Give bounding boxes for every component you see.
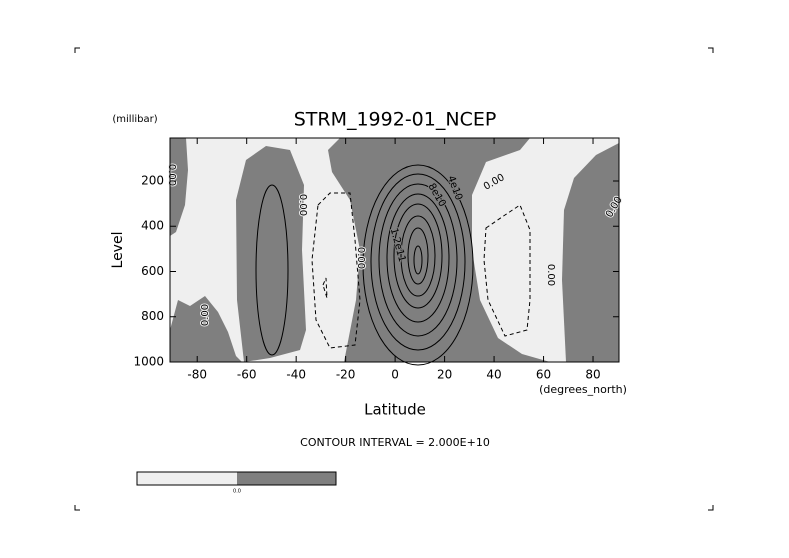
contour-label: 0.00 [545, 264, 556, 286]
y-tick-label: 200 [141, 173, 164, 187]
contour-interval: CONTOUR INTERVAL = 2.000E+10 [300, 436, 490, 449]
x-tick-label: 80 [585, 368, 600, 382]
x-tick-label: 60 [536, 368, 551, 382]
positive-region [562, 143, 619, 362]
y-tick-label: 400 [141, 219, 164, 233]
contour-line [386, 193, 450, 323]
contour-line [370, 173, 466, 351]
colorbar-negative [137, 472, 237, 485]
x-tick-label: -20 [336, 368, 356, 382]
contour-line [393, 203, 443, 309]
colorbar-frame [136, 471, 337, 486]
positive-region [170, 138, 188, 236]
colorbar-label: 0.0 [233, 489, 241, 495]
x-tick-label: -80 [187, 368, 207, 382]
y-units: (millibar) [112, 114, 157, 125]
positive-region [170, 296, 242, 362]
positive-region [236, 146, 306, 362]
contour-label: 0.00 [166, 164, 177, 186]
colorbar [136, 471, 337, 486]
y-tick-label: 600 [141, 264, 164, 278]
x-axis-label: Latitude [364, 401, 426, 419]
colorbar-positive [237, 472, 336, 485]
y-tick-label: 800 [141, 309, 164, 323]
y-tick-label: 1000 [133, 355, 164, 369]
x-tick-label: 40 [486, 368, 501, 382]
positive-region [328, 138, 550, 362]
contour-line-negative [322, 277, 328, 299]
contour-label: 0.00 [355, 247, 366, 269]
chart-title: STRM_1992-01_NCEP [294, 109, 497, 131]
corner-marks [74, 47, 714, 511]
contour-line [378, 183, 458, 337]
x-tick-label: 0 [391, 368, 399, 382]
contour-label: 0.00 [200, 304, 211, 326]
y-axis-label: Level [110, 232, 126, 269]
x-units: (degrees_north) [539, 383, 627, 396]
x-tick-label: 20 [437, 368, 452, 382]
contour-line [407, 227, 429, 285]
x-tick-label: -60 [237, 368, 257, 382]
contour-line [255, 184, 289, 356]
x-tick-label: -40 [286, 368, 306, 382]
contour-line-negative [311, 192, 361, 349]
contour-line [362, 164, 474, 366]
contour-line [413, 245, 423, 275]
contour-label: 0.00 [297, 194, 308, 216]
plot-frame [169, 137, 620, 363]
contour-line [400, 215, 436, 297]
